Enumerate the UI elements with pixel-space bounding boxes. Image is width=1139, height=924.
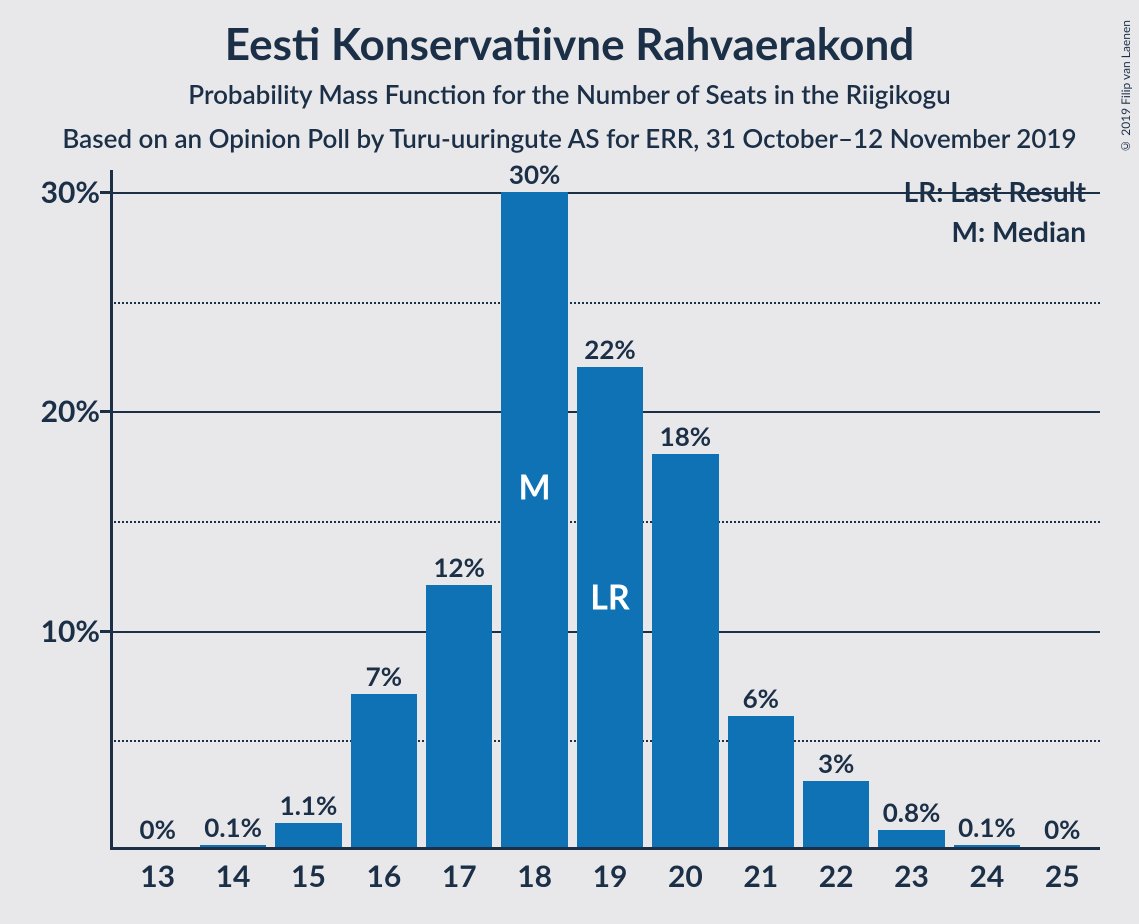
bar-value-label: 0.1% [954,811,1020,843]
x-tick-label: 14 [216,858,251,894]
x-tick-label: 24 [970,858,1005,894]
bar: 30%M [501,192,567,847]
bar-value-label: 0.8% [878,796,944,828]
x-tick-label: 21 [743,858,778,894]
bars-group: 0%0.1%1.1%7%12%30%M22%LR18%6%3%0.8%0.1%0… [110,170,1100,847]
y-tick-label: 20% [20,393,100,429]
x-tick-label: 25 [1045,858,1080,894]
chart-title: Eesti Konservatiivne Rahvaerakond [0,18,1139,70]
x-tick-label: 20 [668,858,703,894]
bar-value-label: 22% [577,333,643,365]
chart-subtitle: Probability Mass Function for the Number… [0,78,1139,110]
y-tick-mark [100,191,110,194]
bar: 0.1% [200,845,266,847]
y-tick-label: 30% [20,174,100,210]
bar: 1.1% [275,823,341,847]
bar-value-label: 1.1% [275,789,341,821]
x-tick-label: 15 [291,858,326,894]
x-tick-label: 19 [593,858,628,894]
legend: LR: Last Result M: Median [904,174,1086,254]
bar-value-label: 0% [125,813,191,845]
bar-value-label: 12% [426,551,492,583]
plot-area: 10%20%30% 0%0.1%1.1%7%12%30%M22%LR18%6%3… [110,170,1100,850]
x-tick-label: 13 [140,858,175,894]
y-tick-label: 10% [20,613,100,649]
bar: 12% [426,585,492,847]
bar: 22%LR [577,367,643,847]
x-axis-line [110,847,1100,850]
bar-value-label: 6% [728,682,794,714]
bar-annotation: M [501,466,567,507]
bar: 7% [351,694,417,847]
legend-lr: LR: Last Result [904,174,1086,208]
bar-value-label: 7% [351,660,417,692]
bar: 3% [803,781,869,847]
bar: 0.8% [878,830,944,847]
bar: 18% [652,454,718,847]
bar-value-label: 30% [501,158,567,190]
y-tick-mark [100,630,110,633]
bar: 0.1% [954,845,1020,847]
x-tick-label: 23 [894,858,929,894]
bar-value-label: 3% [803,747,869,779]
chart-container: Eesti Konservatiivne Rahvaerakond Probab… [0,0,1139,924]
bar-value-label: 0% [1029,813,1095,845]
x-tick-label: 17 [442,858,477,894]
chart-source-line: Based on an Opinion Poll by Turu-uuringu… [0,122,1139,154]
y-tick-mark [100,410,110,413]
x-tick-label: 16 [366,858,401,894]
copyright-text: © 2019 Filip van Laenen [1118,20,1133,154]
bar-value-label: 0.1% [200,811,266,843]
bar: 6% [728,716,794,847]
legend-m: M: Median [904,214,1086,248]
x-tick-label: 22 [819,858,854,894]
bar-annotation: LR [577,577,643,618]
x-tick-label: 18 [517,858,552,894]
bar-value-label: 18% [652,420,718,452]
